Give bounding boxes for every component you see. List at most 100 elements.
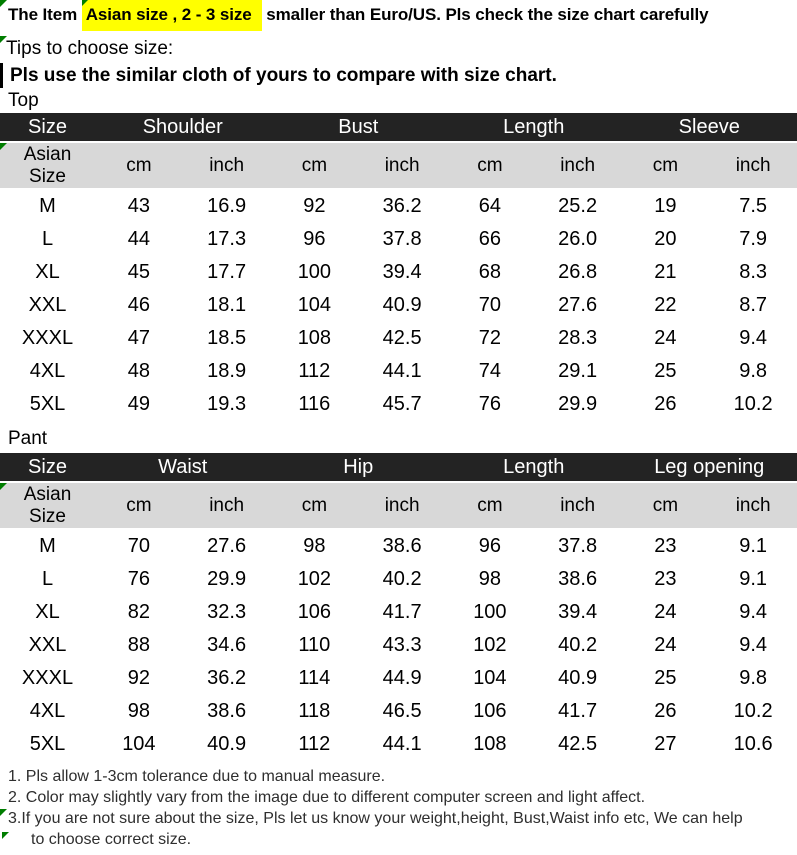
size-cell: XL (35, 601, 60, 623)
cell-flag-icon (2, 832, 9, 839)
measurement-cell: 19 (654, 195, 677, 217)
measurement-cell: 21 (654, 261, 677, 283)
size-cell: 5XL (29, 733, 66, 755)
subheader-asian-size: Asian Size (0, 143, 95, 190)
size-cell: M (39, 195, 56, 217)
measurement-cell: 82 (127, 601, 150, 623)
measurement-cell: 44.1 (382, 733, 422, 755)
measurement-cell: 44.9 (382, 667, 422, 689)
measurement-cell: 17.7 (207, 261, 247, 283)
measurement-cell: 40.2 (558, 634, 598, 656)
unit-header: cm (270, 143, 359, 190)
size-cell: XXL (28, 294, 67, 316)
cell-flag-icon (0, 483, 7, 490)
measurement-cell: 27 (654, 733, 677, 755)
measurement-cell: 38.6 (558, 568, 598, 590)
measurement-cell: 106 (297, 601, 332, 623)
measurement-cell: 16.9 (207, 195, 247, 217)
measurement-cell: 74 (478, 360, 501, 382)
measurement-cell: 104 (297, 294, 332, 316)
measurement-cell: 40.2 (382, 568, 422, 590)
measurement-cell: 36.2 (207, 667, 247, 689)
unit-header: cm (95, 483, 183, 530)
measurement-cell: 47 (127, 327, 150, 349)
compare-text: Pls use the similar cloth of yours to co… (10, 65, 557, 86)
cell-flag-icon (0, 36, 7, 43)
measurement-cell: 44.1 (382, 360, 422, 382)
measurement-cell: 9.1 (739, 535, 768, 557)
cell-flag-icon (0, 0, 7, 7)
measurement-cell: 104 (122, 733, 156, 755)
measurement-cell: 26 (654, 393, 677, 415)
measurement-cell: 45 (127, 261, 150, 283)
measurement-cell: 106 (473, 700, 507, 722)
measurement-cell: 96 (478, 535, 501, 557)
measurement-cell: 112 (298, 733, 331, 755)
column-header-size: Size (0, 113, 95, 143)
note-text: 3.If you are not sure about the size, Pl… (8, 810, 743, 827)
table-row: XXXL 92 36.2 114 44.9 104 40.9 25 9.8 (0, 662, 797, 695)
measurement-cell: 26 (654, 700, 677, 722)
column-header-shoulder: Shoulder (95, 113, 271, 143)
measurement-cell: 118 (298, 700, 331, 722)
compare-line: Pls use the similar cloth of yours to co… (0, 62, 797, 89)
size-cell: XL (35, 261, 60, 283)
unit-header: inch (533, 483, 622, 530)
unit-header: inch (358, 143, 446, 190)
measurement-cell: 44 (127, 228, 150, 250)
unit-header: cm (446, 143, 534, 190)
note-line: 1. Pls allow 1-3cm tolerance due to manu… (8, 768, 386, 785)
table-row: M 70 27.6 98 38.6 96 37.8 23 9.1 (0, 530, 797, 563)
size-cell: L (41, 228, 54, 250)
measurement-cell: 42.5 (558, 733, 598, 755)
top-size-table: Size Shoulder Bust Length Sleeve Asian S… (0, 113, 797, 421)
measurement-cell: 10.6 (733, 733, 773, 755)
measurement-cell: 48 (127, 360, 150, 382)
measurement-cell: 27.6 (207, 535, 247, 557)
title-highlight: Asian size , 2 - 3 size (81, 0, 262, 31)
measurement-cell: 23 (654, 568, 677, 590)
unit-header: inch (182, 483, 271, 530)
measurement-cell: 23 (654, 535, 677, 557)
measurement-cell: 38.6 (382, 535, 422, 557)
unit-header: cm (95, 143, 183, 190)
measurement-cell: 8.3 (739, 261, 768, 283)
measurement-cell: 68 (478, 261, 501, 283)
measurement-cell: 8.7 (739, 294, 768, 316)
measurement-cell: 29.9 (207, 568, 247, 590)
measurement-cell: 25.2 (558, 195, 598, 217)
cell-border-fragment (0, 63, 3, 88)
unit-header: inch (358, 483, 446, 530)
unit-header: cm (446, 483, 534, 530)
section-label-pant: Pant (8, 428, 48, 449)
measurement-cell: 26.8 (558, 261, 598, 283)
measurement-cell: 24 (654, 634, 677, 656)
column-header-waist: Waist (95, 453, 271, 483)
table-row: 5XL 49 19.3 116 45.7 76 29.9 26 10.2 (0, 388, 797, 421)
tips-text: Tips to choose size: (6, 38, 174, 59)
measurement-cell: 72 (478, 327, 501, 349)
measurement-cell: 42.5 (382, 327, 422, 349)
measurement-cell: 108 (473, 733, 507, 755)
table-row: 4XL 98 38.6 118 46.5 106 41.7 26 10.2 (0, 695, 797, 728)
measurement-cell: 64 (478, 195, 501, 217)
title-highlight-text: Asian size , 2 - 3 size (85, 5, 252, 24)
note-line: 2. Color may slightly vary from the imag… (8, 789, 646, 806)
table-row: 4XL 48 18.9 112 44.1 74 29.1 25 9.8 (0, 355, 797, 388)
notes-block: 1. Pls allow 1-3cm tolerance due to manu… (0, 766, 797, 850)
table-row: XL 45 17.7 100 39.4 68 26.8 21 8.3 (0, 256, 797, 289)
measurement-cell: 9.1 (739, 568, 768, 590)
measurement-cell: 41.7 (558, 700, 598, 722)
measurement-cell: 10.2 (733, 393, 773, 415)
size-cell: XXXL (21, 327, 74, 349)
measurement-cell: 9.4 (739, 601, 768, 623)
measurement-cell: 98 (127, 700, 150, 722)
note-line-wrap: to choose correct size. (0, 829, 797, 850)
size-cell: 5XL (29, 393, 66, 415)
tips-line: Tips to choose size: (0, 36, 797, 62)
table-row: L 76 29.9 102 40.2 98 38.6 23 9.1 (0, 563, 797, 596)
measurement-cell: 112 (298, 360, 331, 382)
measurement-cell: 92 (303, 195, 326, 217)
asian-size-label: Asian Size (23, 143, 72, 187)
title-line: The Item Asian size , 2 - 3 size smaller… (0, 0, 797, 31)
